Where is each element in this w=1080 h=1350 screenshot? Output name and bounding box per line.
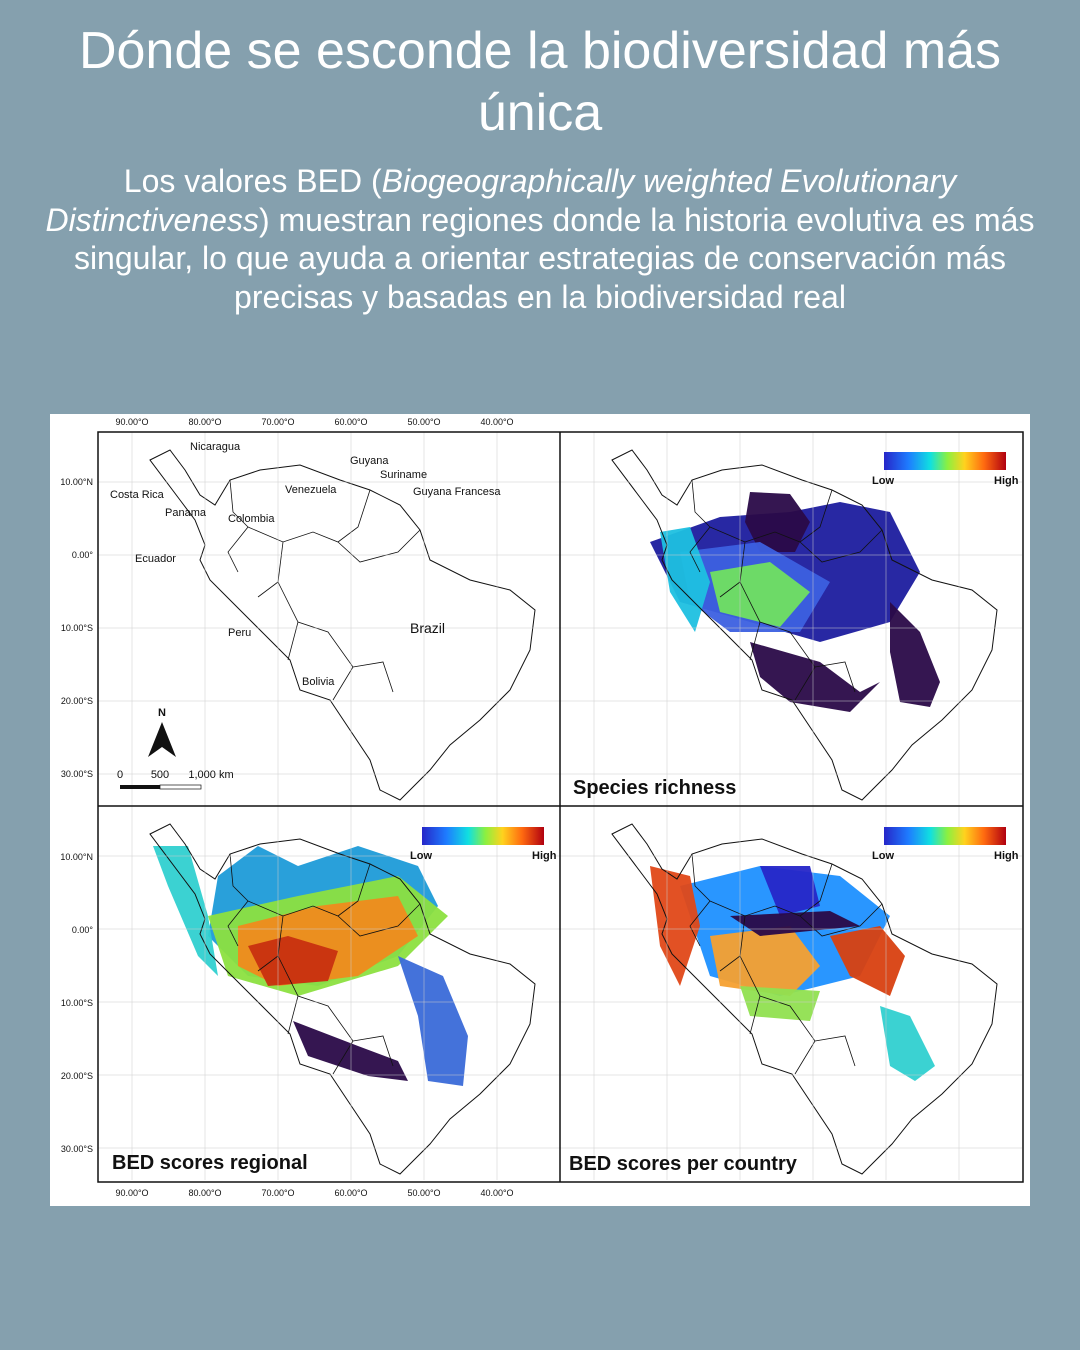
latitude-label: 30.00°S [61,1144,93,1154]
range-area [740,986,820,1021]
panel-title: Species richness [573,777,736,799]
scale-label: 500 [151,769,169,781]
latitude-label: 0.00° [72,550,94,560]
range-area [398,956,468,1086]
latitude-label: 20.00°S [61,1071,93,1081]
latitude-label: 20.00°S [61,696,93,706]
north-arrow [148,722,176,757]
legend-low: Low [410,850,432,862]
legend-high: High [994,475,1019,487]
scale-bar [120,785,160,789]
panel-title: BED scores regional [112,1152,308,1174]
longitude-label: 60.00°O [334,417,367,427]
panel-frames [97,431,1024,1183]
latitude-label: 10.00°S [61,998,93,1008]
scale-label: 0 [117,769,123,781]
map-panel [560,806,1022,1180]
subtitle-text: ) muestran regiones donde la historia ev… [73,201,1035,315]
legend-low: Low [872,850,894,862]
range-area [153,846,218,976]
range-area [248,936,338,986]
longitude-label: 80.00°O [188,417,221,427]
legend-high: High [532,850,557,862]
country-label: Suriname [380,469,427,481]
legend-low: Low [872,475,894,487]
range-area [730,911,860,936]
country-label: Ecuador [135,553,176,565]
latitude-label: 10.00°N [60,477,93,487]
range-area [650,866,700,986]
range-area [710,926,820,996]
longitude-label: 70.00°O [261,417,294,427]
legend-gradient [884,452,1006,470]
longitude-label: 90.00°O [115,417,148,427]
range-area [750,642,880,712]
country-label: Panama [165,507,207,519]
range-area [880,1006,935,1081]
latitude-label: 0.00° [72,925,94,935]
map-figure: 90.00°O 90.00°O 80.00°O 80.00°O 70.00°O 70.00… [50,414,1030,1206]
longitude-label: 40.00°O [480,1188,513,1198]
longitude-label: 50.00°O [407,1188,440,1198]
country-label: Brazil [410,620,445,636]
scale-label: 1,000 km [188,769,233,781]
subtitle-italic: Biogeographically weighted Evolutionary … [45,163,957,238]
range-area [293,1021,408,1081]
longitude-label: 40.00°O [480,417,513,427]
range-area [760,866,820,916]
legend-high: High [994,850,1019,862]
country-label: Peru [228,627,251,639]
country-label: Venezuela [285,484,337,496]
latitude-label: 30.00°S [61,769,93,779]
title: Dónde se esconde la biodiversidad más ún… [78,22,1002,142]
subtitle: Los valores BED (Biogeographically weigh… [40,162,1040,316]
country-label: Bolivia [302,676,335,688]
country-label: Nicaragua [190,441,241,453]
country-label: Guyana Francesa [413,486,501,498]
longitude-label: 80.00°O [188,1188,221,1198]
longitude-label: 60.00°O [334,1188,367,1198]
north-label: N [158,707,166,719]
legend-gradient [884,827,1006,845]
subtitle-text: Los valores BED ( [123,163,382,199]
map-panel [560,432,1022,806]
country-label: Colombia [228,513,275,525]
longitude-label: 90.00°O [115,1188,148,1198]
scale-bar [159,784,202,790]
panel-title: BED scores per country [569,1153,798,1175]
latitude-label: 10.00°N [60,852,93,862]
latitude-label: 10.00°S [61,623,93,633]
map-panel [98,806,560,1180]
longitude-label: 70.00°O [261,1188,294,1198]
country-label: Guyana [350,455,389,467]
country-label: Costa Rica [110,489,165,501]
legend-gradient [422,827,544,845]
range-area [710,562,810,627]
longitude-label: 50.00°O [407,417,440,427]
map-panel [98,432,560,806]
